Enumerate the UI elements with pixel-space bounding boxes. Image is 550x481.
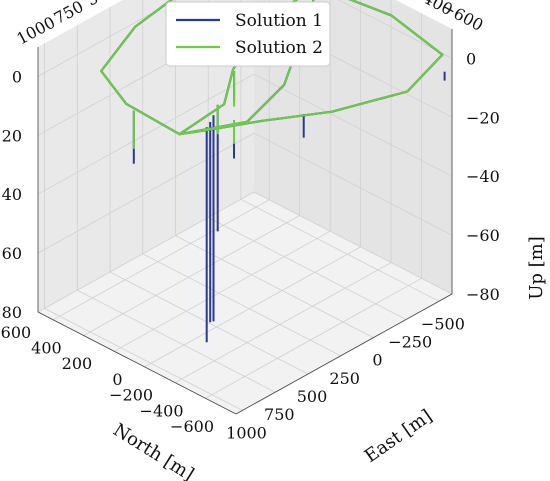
up-tick-label-left: −40 — [0, 185, 22, 204]
east-tick-label: 1000 — [226, 423, 267, 442]
series-line-solution-2 — [100, 0, 444, 136]
up-tick-label-right: −80 — [466, 285, 500, 304]
grid-line-up — [37, 0, 453, 77]
up-tick-label-left: −60 — [0, 244, 22, 263]
grid-line-up — [37, 191, 453, 313]
legend-label-solution-1: Solution 1 — [235, 11, 323, 31]
north-tick-label: −400 — [140, 401, 184, 420]
legend: Solution 1 Solution 2 — [165, 1, 331, 67]
up-tick-label-right: −40 — [466, 167, 500, 186]
back-right-pane — [254, 0, 452, 294]
data-series — [100, 0, 446, 343]
north-tick-label: 600 — [1, 323, 32, 342]
up-axis-label: Up [m] — [526, 236, 547, 300]
east-tick-label: 250 — [329, 369, 360, 388]
north-tick-label: −600 — [170, 417, 214, 436]
east-tick-label: 0 — [372, 351, 382, 370]
east-axis-label: East [m] — [361, 406, 436, 467]
top-east-tick-label: 500 — [83, 0, 119, 10]
north-axis-line — [37, 311, 237, 415]
east-tick-label: −500 — [421, 314, 465, 333]
grid-line-up — [37, 132, 453, 254]
up-tick-label-right: −60 — [466, 226, 500, 245]
up-tick-label-left: −80 — [0, 303, 22, 322]
legend-box — [165, 1, 331, 67]
north-tick-label: 0 — [112, 370, 122, 389]
east-tick-label: 500 — [297, 387, 328, 406]
up-tick-label-left: 0 — [12, 67, 22, 86]
north-tick-label: 200 — [62, 354, 93, 373]
axis-edges — [37, 29, 453, 415]
up-tick-label-right: 0 — [466, 49, 476, 68]
legend-label-solution-2: Solution 2 — [235, 38, 323, 58]
east-tick-label: 750 — [264, 405, 295, 424]
up-tick-label-right: −20 — [466, 108, 500, 127]
north-tick-label: −200 — [109, 386, 153, 405]
back-left-pane — [38, 0, 254, 312]
grid-line-up — [37, 73, 453, 195]
north-tick-label: 400 — [31, 339, 62, 358]
east-axis-line — [235, 293, 453, 415]
east-tick-label: −250 — [388, 333, 432, 352]
up-tick-label-left: −20 — [0, 126, 22, 145]
